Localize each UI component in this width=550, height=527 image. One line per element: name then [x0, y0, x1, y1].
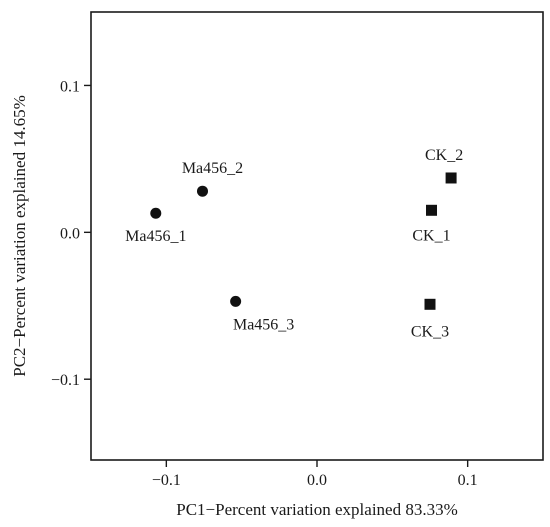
point-label-ck-3: CK_3 — [411, 323, 449, 340]
x-tick-label: 0.0 — [307, 472, 327, 489]
data-point-ma456-3 — [230, 295, 242, 307]
data-points — [150, 172, 457, 310]
y-tick-label: −0.1 — [51, 372, 80, 389]
y-axis: −0.1 0.0 0.1 — [51, 78, 91, 389]
point-label-ma456-1: Ma456_1 — [125, 228, 186, 245]
data-point-ck-1 — [426, 204, 438, 216]
data-point-ma456-1 — [150, 207, 162, 219]
data-point-ma456-2 — [196, 185, 208, 197]
x-axis-label: PC1−Percent variation explained 83.33% — [176, 500, 458, 519]
data-point-ck-3 — [424, 298, 436, 310]
y-axis-label: PC2−Percent variation explained 14.65% — [10, 95, 29, 377]
point-label-ma456-3: Ma456_3 — [233, 316, 294, 333]
point-label-ck-1: CK_1 — [412, 227, 450, 244]
point-labels: Ma456_1 Ma456_2 Ma456_3 CK_1 CK_2 CK_3 — [125, 147, 463, 340]
y-tick-label: 0.1 — [60, 78, 80, 95]
x-tick-label: −0.1 — [152, 472, 181, 489]
data-point-ck-2 — [445, 172, 457, 184]
x-axis: −0.1 0.0 0.1 — [152, 460, 478, 489]
y-tick-label: 0.0 — [60, 225, 80, 242]
point-label-ck-2: CK_2 — [425, 147, 463, 164]
x-tick-label: 0.1 — [458, 472, 478, 489]
point-label-ma456-2: Ma456_2 — [182, 160, 243, 177]
